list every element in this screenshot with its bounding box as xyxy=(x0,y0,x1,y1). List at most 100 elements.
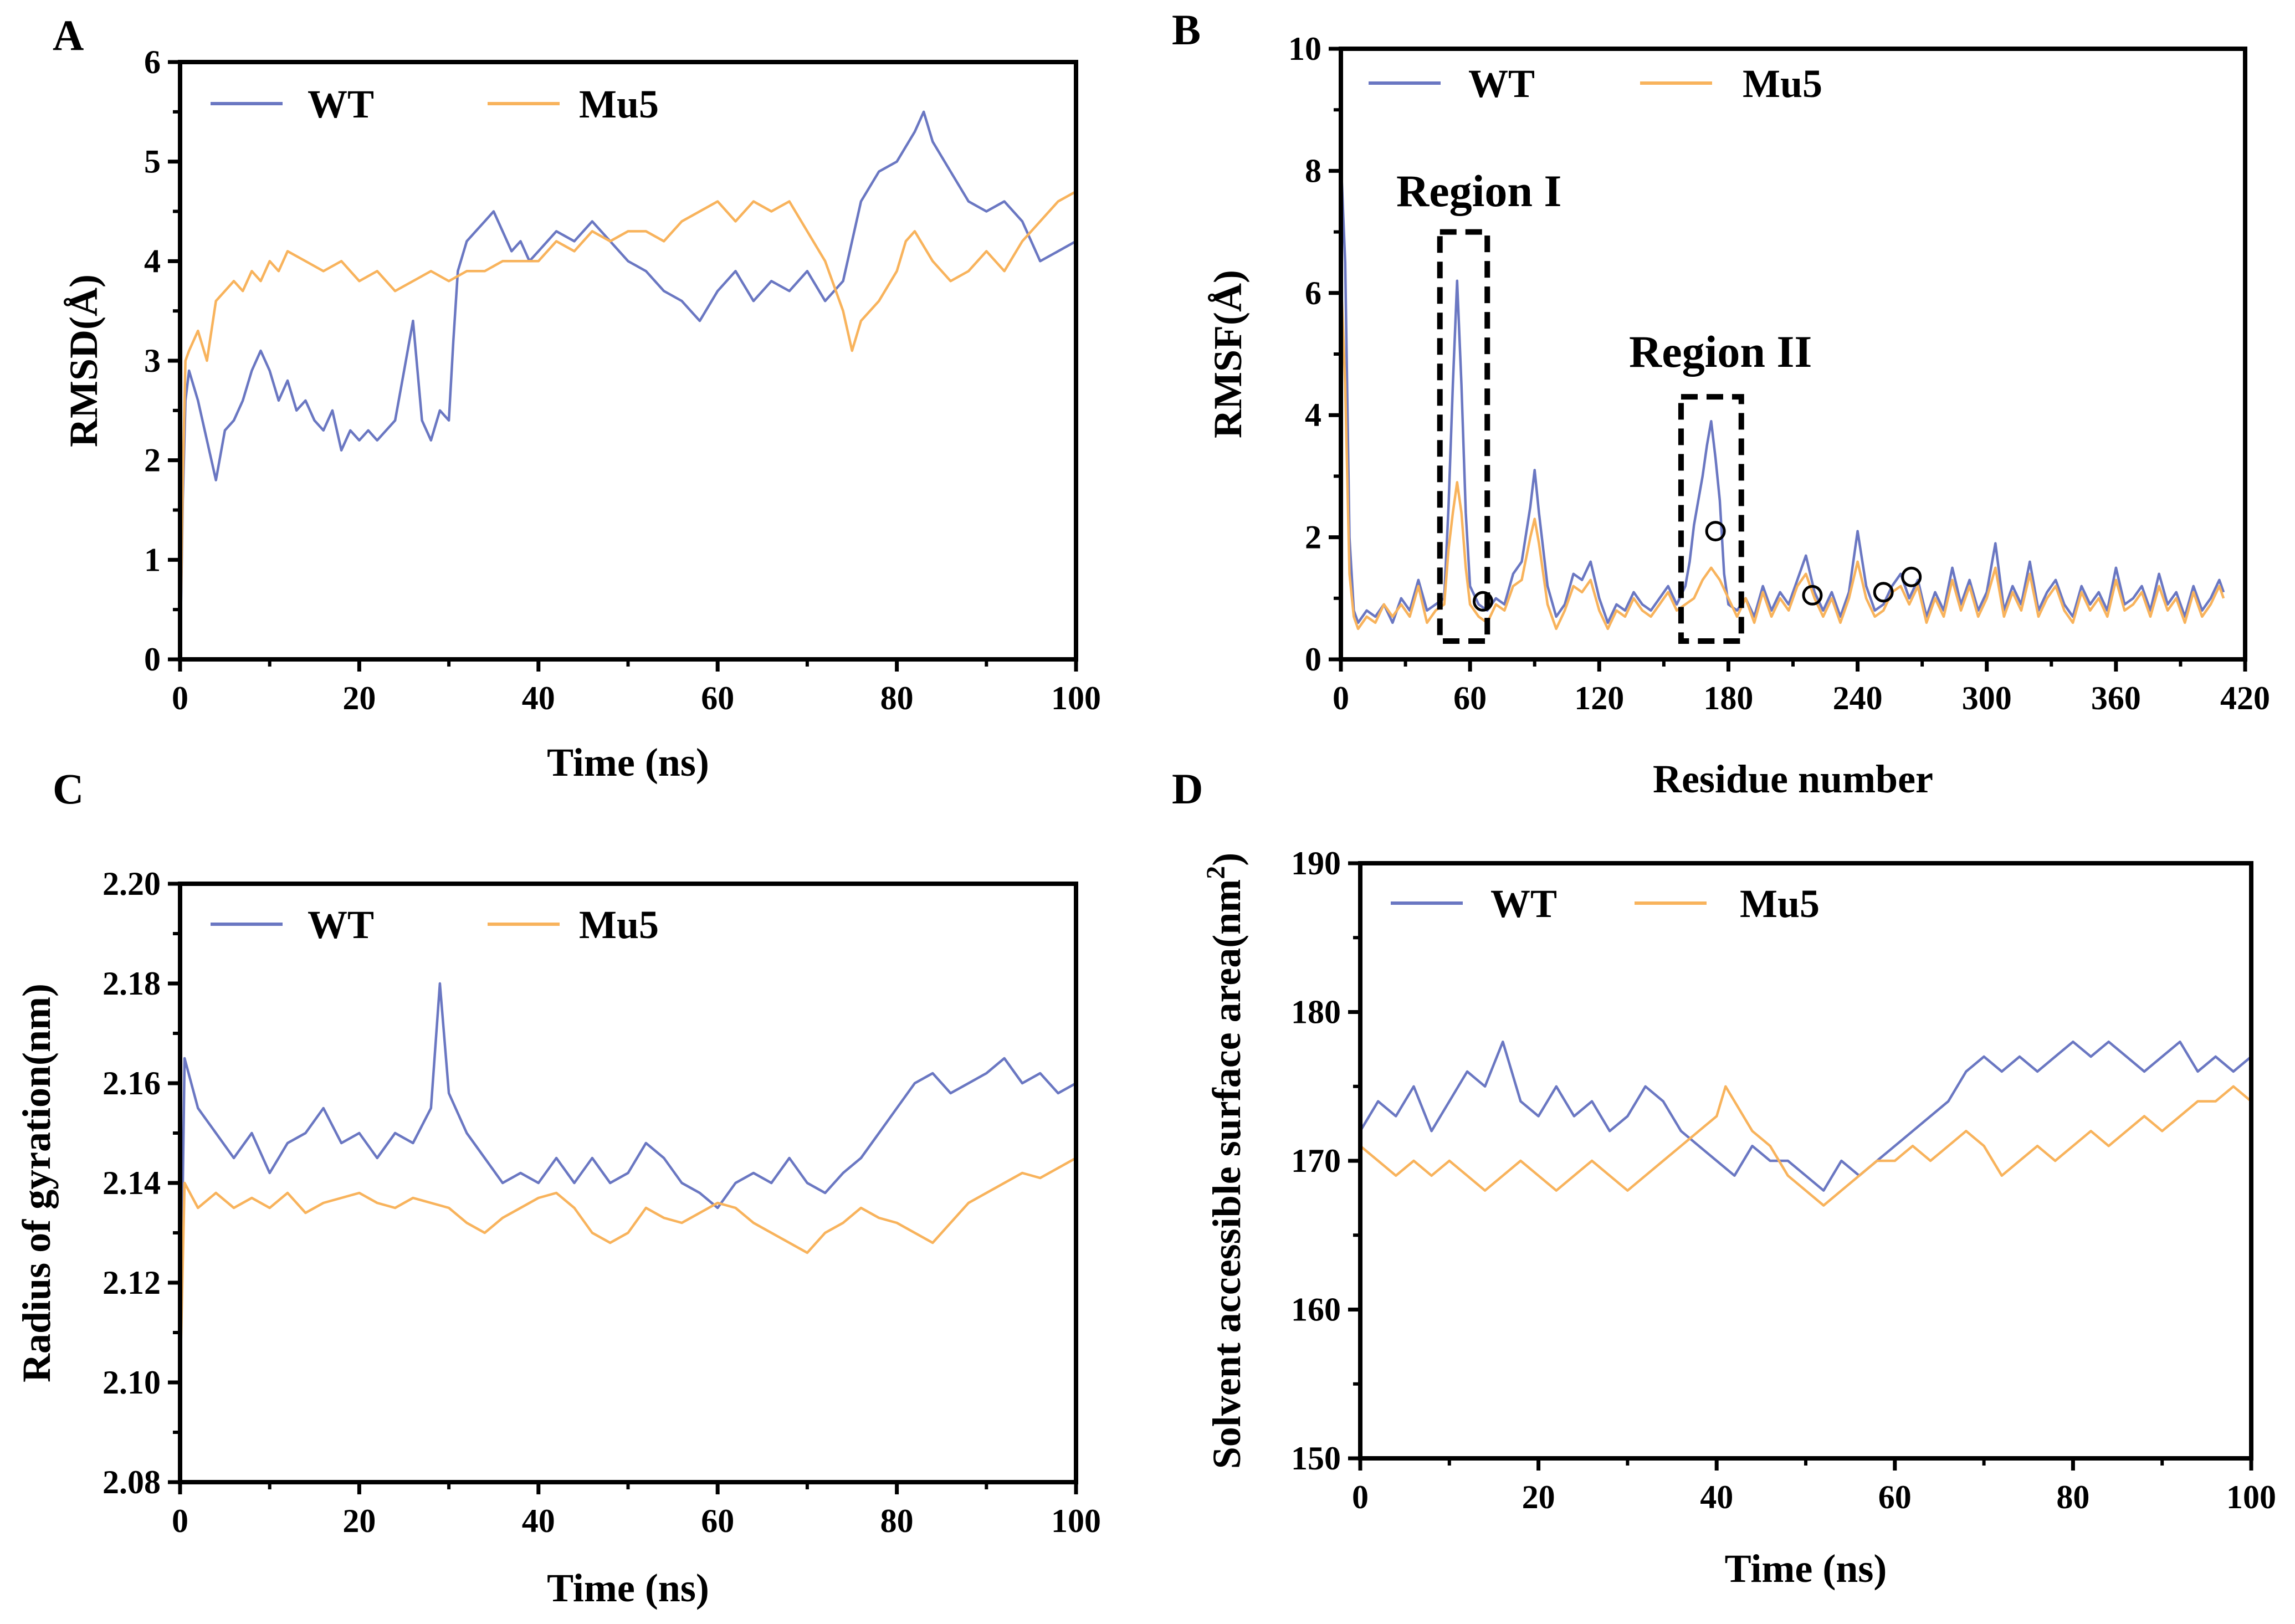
y-axis-title-text: Radius of gyration(nm) xyxy=(14,983,59,1382)
y-axis-title: RMSF(Å) xyxy=(1206,270,1250,438)
y-tick-label: 2.10 xyxy=(103,1364,161,1401)
y-tick-label: 6 xyxy=(144,44,161,80)
x-tick-label: 20 xyxy=(1522,1479,1555,1515)
x-axis-title: Time (ns) xyxy=(547,740,709,785)
x-axis-title: Time (ns) xyxy=(547,1566,709,1610)
x-tick-label: 20 xyxy=(342,1503,376,1539)
legend-label-mu5: Mu5 xyxy=(579,82,659,126)
x-tick-label: 40 xyxy=(522,1503,555,1539)
y-tick-label: 4 xyxy=(1305,397,1321,433)
y-tick-label: 150 xyxy=(1291,1440,1341,1477)
panel-label-d: D xyxy=(1172,765,1203,813)
region-box-2 xyxy=(1678,394,1744,644)
y-tick-label: 1 xyxy=(144,541,161,578)
legend-label-wt: WT xyxy=(308,903,374,947)
panel-label-c: C xyxy=(53,765,84,813)
y-tick-label: 170 xyxy=(1291,1143,1341,1179)
legend-label-mu5: Mu5 xyxy=(1740,882,1820,926)
x-tick-label: 60 xyxy=(1453,680,1487,716)
x-tick-label: 0 xyxy=(1352,1479,1369,1515)
x-tick-label: 420 xyxy=(2220,680,2270,716)
legend-label-mu5: Mu5 xyxy=(579,903,659,947)
x-tick-label: 60 xyxy=(701,1503,734,1539)
x-axis-title: Residue number xyxy=(1653,757,1933,801)
region-2-label: Region II xyxy=(1629,326,1812,377)
x-tick-label: 120 xyxy=(1574,680,1624,716)
x-tick-label: 100 xyxy=(1051,1503,1101,1539)
marker-circle xyxy=(1472,591,1493,612)
y-tick-label: 190 xyxy=(1291,845,1341,882)
y-tick-label: 180 xyxy=(1291,994,1341,1031)
y-tick-label: 2.18 xyxy=(103,965,161,1002)
legend-label-wt: WT xyxy=(308,82,374,126)
x-tick-label: 80 xyxy=(880,1503,914,1539)
y-axis-title-text: RMSF(Å) xyxy=(1206,270,1250,438)
panel-a-rmsd-chart: A 0 20 40 60 80 100 0 1 2 3 4 5 6 Time (ns) RMSD(Å) WT M… xyxy=(53,11,1101,785)
y-axis-title-text: Solvent accessible surface area(nm xyxy=(1205,879,1249,1469)
x-tick-label: 0 xyxy=(172,680,188,716)
plot-frame xyxy=(1358,861,2253,1461)
y-axis-title-superscript: 2 xyxy=(1201,866,1231,879)
series-line-wt xyxy=(1339,158,2225,624)
plot-frame xyxy=(178,60,1078,662)
x-tick-label: 80 xyxy=(2056,1479,2089,1515)
legend-label-wt: WT xyxy=(1490,882,1557,926)
y-tick-label: 3 xyxy=(144,342,161,379)
x-tick-label: 100 xyxy=(1051,680,1101,716)
series-line-mu5 xyxy=(178,190,1077,660)
x-tick-label: 300 xyxy=(1962,680,2012,716)
x-tick-label: 0 xyxy=(1333,680,1349,716)
y-tick-label: 5 xyxy=(144,144,161,180)
panel-label-b: B xyxy=(1172,6,1201,54)
x-tick-label: 180 xyxy=(1703,680,1753,716)
y-tick-label: 2.08 xyxy=(103,1464,161,1500)
y-axis-title-suffix: ) xyxy=(1205,853,1249,866)
x-axis-title: Time (ns) xyxy=(1725,1546,1887,1591)
plot-frame xyxy=(178,882,1078,1484)
panel-c-radius-of-gyration-chart: C 0 20 40 60 80 100 2.08 2.10 2.12 2.14 2.16 2.18 2.… xyxy=(14,765,1101,1610)
x-tick-label: 240 xyxy=(1833,680,1883,716)
y-tick-label: 2 xyxy=(1305,519,1321,556)
legend-label-wt: WT xyxy=(1468,62,1535,106)
y-tick-label: 6 xyxy=(1305,275,1321,311)
x-tick-label: 100 xyxy=(2226,1479,2276,1515)
y-tick-label: 4 xyxy=(144,243,161,279)
y-axis-title-text: RMSD(Å) xyxy=(62,274,106,447)
series-line-wt xyxy=(178,982,1077,1383)
series-line-wt xyxy=(1359,1040,2252,1192)
x-tick-label: 360 xyxy=(2091,680,2141,716)
y-axis-title: Radius of gyration(nm) xyxy=(14,983,59,1382)
x-tick-label: 0 xyxy=(172,1503,188,1539)
panel-d-sasa-chart: D 0 20 40 60 80 100 150 160 170 180 190 Time (ns) So… xyxy=(1172,765,2276,1591)
y-tick-label: 2.16 xyxy=(103,1065,161,1102)
panel-label-a: A xyxy=(53,11,84,59)
y-tick-label: 8 xyxy=(1305,152,1321,189)
y-tick-label: 2.14 xyxy=(103,1165,161,1201)
y-tick-label: 160 xyxy=(1291,1292,1341,1328)
marker-circle xyxy=(1873,582,1894,603)
marker-circle xyxy=(1901,566,1922,587)
legend-label-mu5: Mu5 xyxy=(1743,62,1822,106)
series-line-wt xyxy=(178,110,1077,660)
y-tick-label: 2.12 xyxy=(103,1264,161,1301)
x-tick-label: 20 xyxy=(342,680,376,716)
marker-circle xyxy=(1802,585,1823,606)
series-line-mu5 xyxy=(1359,1085,2252,1207)
x-tick-label: 40 xyxy=(1700,1479,1733,1515)
x-tick-label: 80 xyxy=(880,680,914,716)
marker-circle xyxy=(1705,521,1726,542)
series-line-mu5 xyxy=(178,1157,1077,1383)
x-tick-label: 40 xyxy=(522,680,555,716)
x-tick-label: 60 xyxy=(701,680,734,716)
y-axis-title: RMSD(Å) xyxy=(62,274,106,447)
panel-b-rmsf-chart: B 0 60 120 180 240 300 360 420 0 2 4 6 8 10 Residue nu… xyxy=(1172,6,2270,801)
y-axis-title: Solvent accessible surface area(nm2) xyxy=(1201,853,1249,1469)
x-tick-label: 60 xyxy=(1878,1479,1912,1515)
y-tick-label: 2.20 xyxy=(103,865,161,902)
y-tick-label: 0 xyxy=(1305,641,1321,678)
y-tick-label: 2 xyxy=(144,442,161,479)
y-tick-label: 0 xyxy=(144,641,161,678)
region-1-label: Region I xyxy=(1396,166,1561,216)
y-tick-label: 10 xyxy=(1288,30,1321,67)
